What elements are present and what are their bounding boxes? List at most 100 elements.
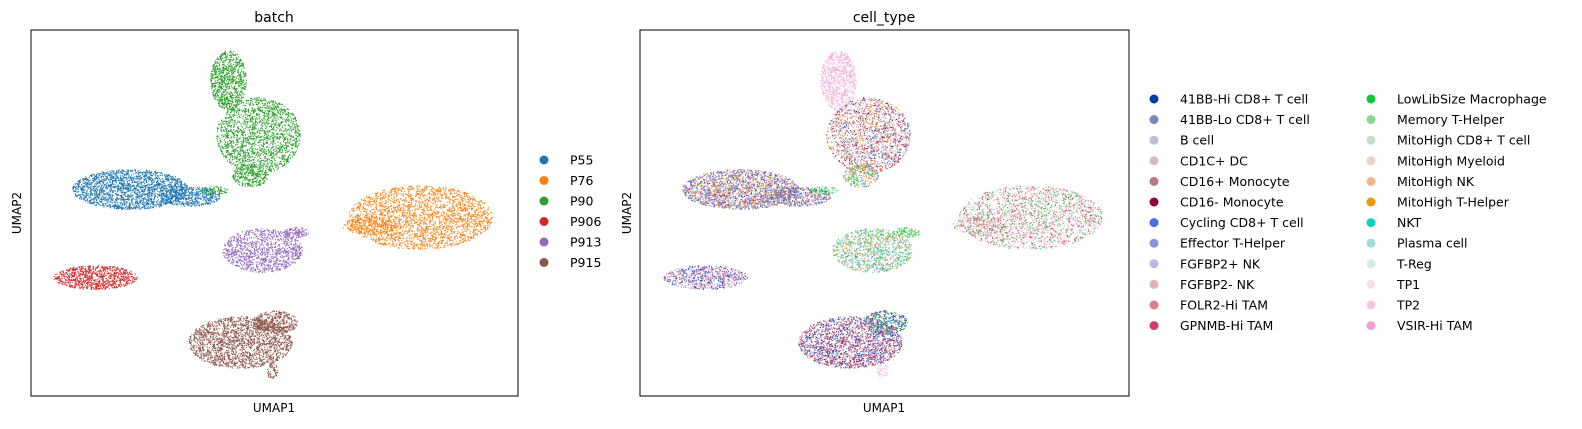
point-cluster-plasma-cell — [836, 228, 912, 273]
legend-marker-nkt — [1366, 218, 1376, 228]
legend-marker-vsir-hi-tam — [1366, 321, 1376, 331]
legend-label-mitohigh-cd8-t-cell: MitoHigh CD8+ T cell — [1397, 133, 1530, 148]
legend-marker-fgfbp2-nk — [1149, 259, 1159, 269]
legend-marker-mitohigh-myeloid — [1366, 156, 1376, 166]
point-cluster-memory-t-helper — [833, 228, 912, 274]
legend-marker-mitohigh-cd8-t-cell — [1366, 135, 1376, 145]
legend-label-cd16-monocyte: CD16- Monocyte — [1180, 195, 1284, 210]
point-cluster-gpnmb-hi-tam — [954, 217, 1004, 234]
legend-marker-lowlibsize-macrophage — [1366, 94, 1376, 104]
batch-y-axis-label: UMAP2 — [10, 192, 24, 234]
legend-marker-cd1c-dc — [1149, 156, 1159, 166]
point-cluster-mitohigh-t-helper — [683, 170, 795, 210]
point-cluster-fgfbp2-nk — [962, 186, 1101, 250]
point-cluster-cd16-monocyte — [798, 318, 902, 369]
legend-marker-effector-t-helper — [1149, 238, 1159, 248]
point-cluster-mitohigh-myeloid — [959, 185, 1101, 250]
point-cluster-p913 — [283, 227, 310, 239]
batch-x-axis-label: UMAP1 — [253, 401, 295, 415]
point-cluster-p90 — [200, 186, 229, 195]
point-cluster-cd16-monocyte — [830, 98, 911, 174]
cell-type-plot-frame — [639, 29, 1130, 397]
legend-marker-p913 — [539, 237, 549, 247]
point-cluster-p55 — [160, 186, 221, 207]
point-cluster-memory-t-helper — [810, 186, 837, 196]
legend-label-memory-t-helper: Memory T-Helper — [1397, 112, 1505, 127]
legend-marker-p915 — [539, 258, 549, 267]
legend-marker-t-reg — [1366, 259, 1376, 269]
point-cluster-mitohigh-nk — [843, 165, 876, 187]
point-cluster-p90 — [216, 97, 301, 174]
legend-label-fgfbp2-nk: FGFBP2+ NK — [1180, 256, 1261, 271]
legend-label-p76: P76 — [570, 173, 593, 188]
legend-marker-p90 — [539, 196, 549, 206]
point-cluster-cd16-monocyte — [952, 217, 1000, 234]
legend-label-p915: P915 — [570, 255, 601, 270]
legend-label-lowlibsize-macrophage: LowLibSize Macrophage — [1397, 92, 1547, 107]
point-cluster-vsir-hi-tam — [820, 51, 856, 111]
legend-marker-folr2-hi-tam — [1149, 300, 1159, 310]
legend-marker-p76 — [539, 176, 549, 185]
cell-type-y-axis-label: UMAP2 — [620, 192, 634, 234]
legend-marker-cd16-monocyte — [1149, 176, 1159, 186]
point-cluster-mitohigh-t-helper — [827, 97, 909, 174]
legend-label-cycling-cd8-t-cell: Cycling CD8+ T cell — [1180, 215, 1304, 230]
legend-marker-memory-t-helper — [1366, 115, 1376, 125]
legend-label-mitohigh-t-helper: MitoHigh T-Helper — [1397, 195, 1510, 210]
point-cluster-tp1 — [952, 217, 1008, 235]
point-cluster-p55 — [72, 169, 188, 210]
legend-label-b-cell: B cell — [1180, 133, 1214, 148]
cell-type-point-cloud — [663, 50, 1103, 379]
point-cluster-effector-t-helper — [842, 164, 879, 188]
batch-legend: P55 P76 P90 P906 P913 P915 — [539, 153, 601, 270]
legend-marker-fgfbp2-nk — [1149, 279, 1159, 289]
legend-marker-cd16-monocyte — [1149, 197, 1159, 207]
point-cluster-memory-t-helper — [843, 164, 879, 188]
batch-plot-frame — [30, 29, 519, 397]
legend-marker-gpnmb-hi-tam — [1149, 321, 1159, 331]
point-cluster-cycling-cd8-t-cell — [799, 316, 903, 368]
legend-label-tp1: TP1 — [1396, 277, 1420, 292]
point-cluster-gpnmb-hi-tam — [663, 266, 743, 290]
legend-label-cd16-monocyte: CD16+ Monocyte — [1180, 174, 1290, 189]
legend-marker-mitohigh-t-helper — [1366, 197, 1376, 207]
point-cluster-gpnmb-hi-tam — [771, 186, 831, 207]
point-cluster-p906 — [53, 265, 138, 290]
point-cluster-tp2 — [876, 362, 888, 379]
point-cluster-gpnmb-hi-tam — [827, 98, 911, 172]
point-cluster-p915 — [188, 316, 293, 369]
point-cluster-fgfbp2-nk — [954, 217, 999, 235]
legend-marker-tp2 — [1366, 300, 1376, 310]
point-cluster-p90 — [210, 50, 247, 111]
point-cluster-p76 — [342, 216, 398, 236]
legend-marker-mitohigh-nk — [1366, 176, 1376, 186]
point-cluster-lowlibsize-macrophage — [810, 186, 839, 195]
cell-type-title: cell_type — [853, 10, 915, 26]
legend-marker-cycling-cd8-t-cell — [1149, 218, 1159, 228]
point-cluster-41bb-lo-cd8-t-cell — [771, 186, 827, 207]
point-cluster-41bb-hi-cd8-t-cell — [770, 186, 831, 207]
point-cluster-lowlibsize-macrophage — [892, 227, 920, 238]
cell-type-umap-panel: cell_type UMAP1 UMAP2 41BB-Hi CD8+ T cel… — [620, 10, 1547, 415]
point-cluster-mitohigh-nk — [827, 99, 911, 172]
point-cluster-memory-t-helper — [892, 227, 921, 238]
point-cluster-tp1 — [958, 185, 1099, 250]
legend-marker-p55 — [539, 155, 549, 165]
point-cluster-cd16-monocyte — [826, 97, 910, 174]
point-cluster-p76 — [348, 185, 493, 250]
legend-marker-tp1 — [1366, 279, 1376, 289]
legend-label-p90: P90 — [570, 194, 593, 209]
point-cluster-p913 — [222, 228, 303, 273]
cell-type-legend: 41BB-Hi CD8+ T cell 41BB-Lo CD8+ T cell B … — [1149, 92, 1547, 333]
point-cluster-lowlibsize-macrophage — [953, 216, 1005, 235]
point-cluster-41bb-hi-cd8-t-cell — [827, 99, 911, 172]
legend-label-vsir-hi-tam: VSIR-Hi TAM — [1397, 318, 1473, 333]
legend-label-41bb-hi-cd8-t-cell: 41BB-Hi CD8+ T cell — [1180, 92, 1308, 107]
legend-marker-p906 — [539, 217, 549, 226]
point-cluster-folr2-hi-tam — [799, 316, 902, 369]
point-cluster-p90 — [232, 163, 269, 188]
point-cluster-gpnmb-hi-tam — [960, 185, 1103, 249]
legend-label-p906: P906 — [570, 214, 601, 229]
legend-label-plasma-cell: Plasma cell — [1397, 236, 1468, 251]
